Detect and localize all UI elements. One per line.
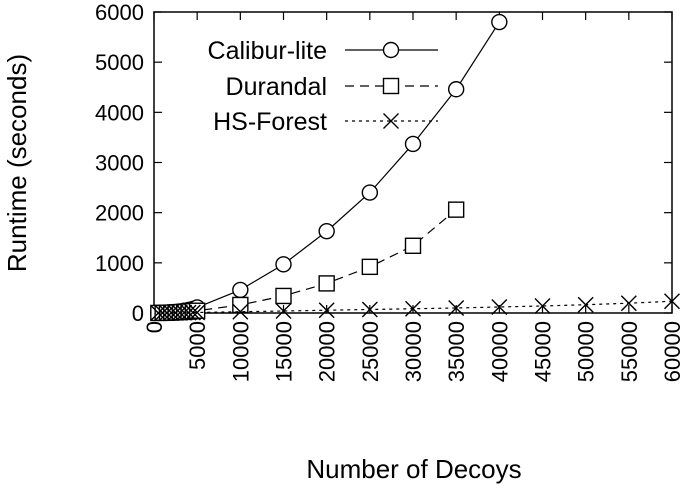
data-point-calibur-lite xyxy=(491,13,508,31)
x-axis-title: Number of Decoys xyxy=(306,454,521,484)
series-line-hs-forest xyxy=(158,300,673,314)
x-tick-label: 0 xyxy=(142,321,167,333)
data-point-calibur-lite xyxy=(361,184,379,201)
data-point-durandal xyxy=(404,237,422,254)
x-tick-label: 60000 xyxy=(660,321,685,382)
data-point-hs-forest xyxy=(491,298,508,315)
legend-label-hs-forest: HS-Forest xyxy=(213,108,327,136)
data-point-hs-forest xyxy=(189,304,206,321)
data-point-calibur-lite xyxy=(275,256,292,273)
data-point-hs-forest xyxy=(180,304,197,321)
data-point-hs-forest xyxy=(167,304,184,321)
x-tick-label: 20000 xyxy=(315,321,340,382)
y-tick-label: 5000 xyxy=(95,50,144,75)
x-tick-label: 5000 xyxy=(185,321,210,370)
data-point-hs-forest xyxy=(184,304,201,321)
data-point-calibur-lite xyxy=(404,135,422,153)
y-tick-label: 0 xyxy=(132,301,144,326)
legend-marker-durandal xyxy=(382,77,400,95)
data-point-calibur-lite xyxy=(447,81,465,98)
legend-label-durandal: Durandal xyxy=(226,73,327,101)
data-point-hs-forest xyxy=(163,304,180,321)
data-point-durandal xyxy=(275,287,292,305)
y-tick-label: 3000 xyxy=(95,151,144,176)
x-tick-label: 55000 xyxy=(617,321,642,382)
y-tick-label: 2000 xyxy=(95,201,144,226)
y-axis-title: Runtime (seconds) xyxy=(2,54,32,272)
y-tick-label: 4000 xyxy=(95,100,144,125)
data-point-durandal xyxy=(232,296,249,314)
x-tick-label: 35000 xyxy=(444,321,469,382)
data-point-durandal xyxy=(447,201,465,218)
data-point-hs-forest xyxy=(318,302,335,319)
data-point-hs-forest xyxy=(577,296,594,313)
y-tick-label: 1000 xyxy=(95,251,144,276)
x-tick-label: 30000 xyxy=(401,321,426,382)
data-point-hs-forest xyxy=(232,303,249,320)
legend-marker-calibur-lite xyxy=(382,41,400,59)
data-point-hs-forest xyxy=(154,304,171,321)
data-point-durandal xyxy=(318,275,335,292)
data-point-hs-forest xyxy=(275,302,292,319)
legend-label-calibur-lite: Calibur-lite xyxy=(208,37,327,65)
data-point-hs-forest xyxy=(534,297,551,314)
legend-marker-hs-forest xyxy=(383,113,399,129)
data-point-hs-forest xyxy=(448,299,465,316)
x-tick-label: 40000 xyxy=(487,321,512,382)
series-line-calibur-lite xyxy=(158,21,500,314)
data-point-calibur-lite xyxy=(232,281,249,299)
data-point-hs-forest xyxy=(620,295,637,312)
x-tick-label: 10000 xyxy=(228,321,253,382)
data-point-hs-forest xyxy=(176,304,193,321)
x-tick-label: 50000 xyxy=(574,321,599,382)
series-line-durandal xyxy=(158,209,457,314)
data-point-calibur-lite xyxy=(318,223,335,240)
x-tick-label: 15000 xyxy=(272,321,297,382)
data-point-hs-forest xyxy=(158,304,175,321)
data-point-hs-forest xyxy=(361,301,378,318)
data-point-hs-forest xyxy=(171,304,188,321)
x-tick-label: 45000 xyxy=(531,321,556,382)
x-tick-label: 25000 xyxy=(358,321,383,382)
y-tick-label: 6000 xyxy=(95,0,144,25)
data-point-hs-forest xyxy=(150,304,167,321)
data-point-hs-forest xyxy=(405,300,421,317)
data-point-hs-forest xyxy=(664,293,680,310)
data-point-durandal xyxy=(361,258,379,276)
